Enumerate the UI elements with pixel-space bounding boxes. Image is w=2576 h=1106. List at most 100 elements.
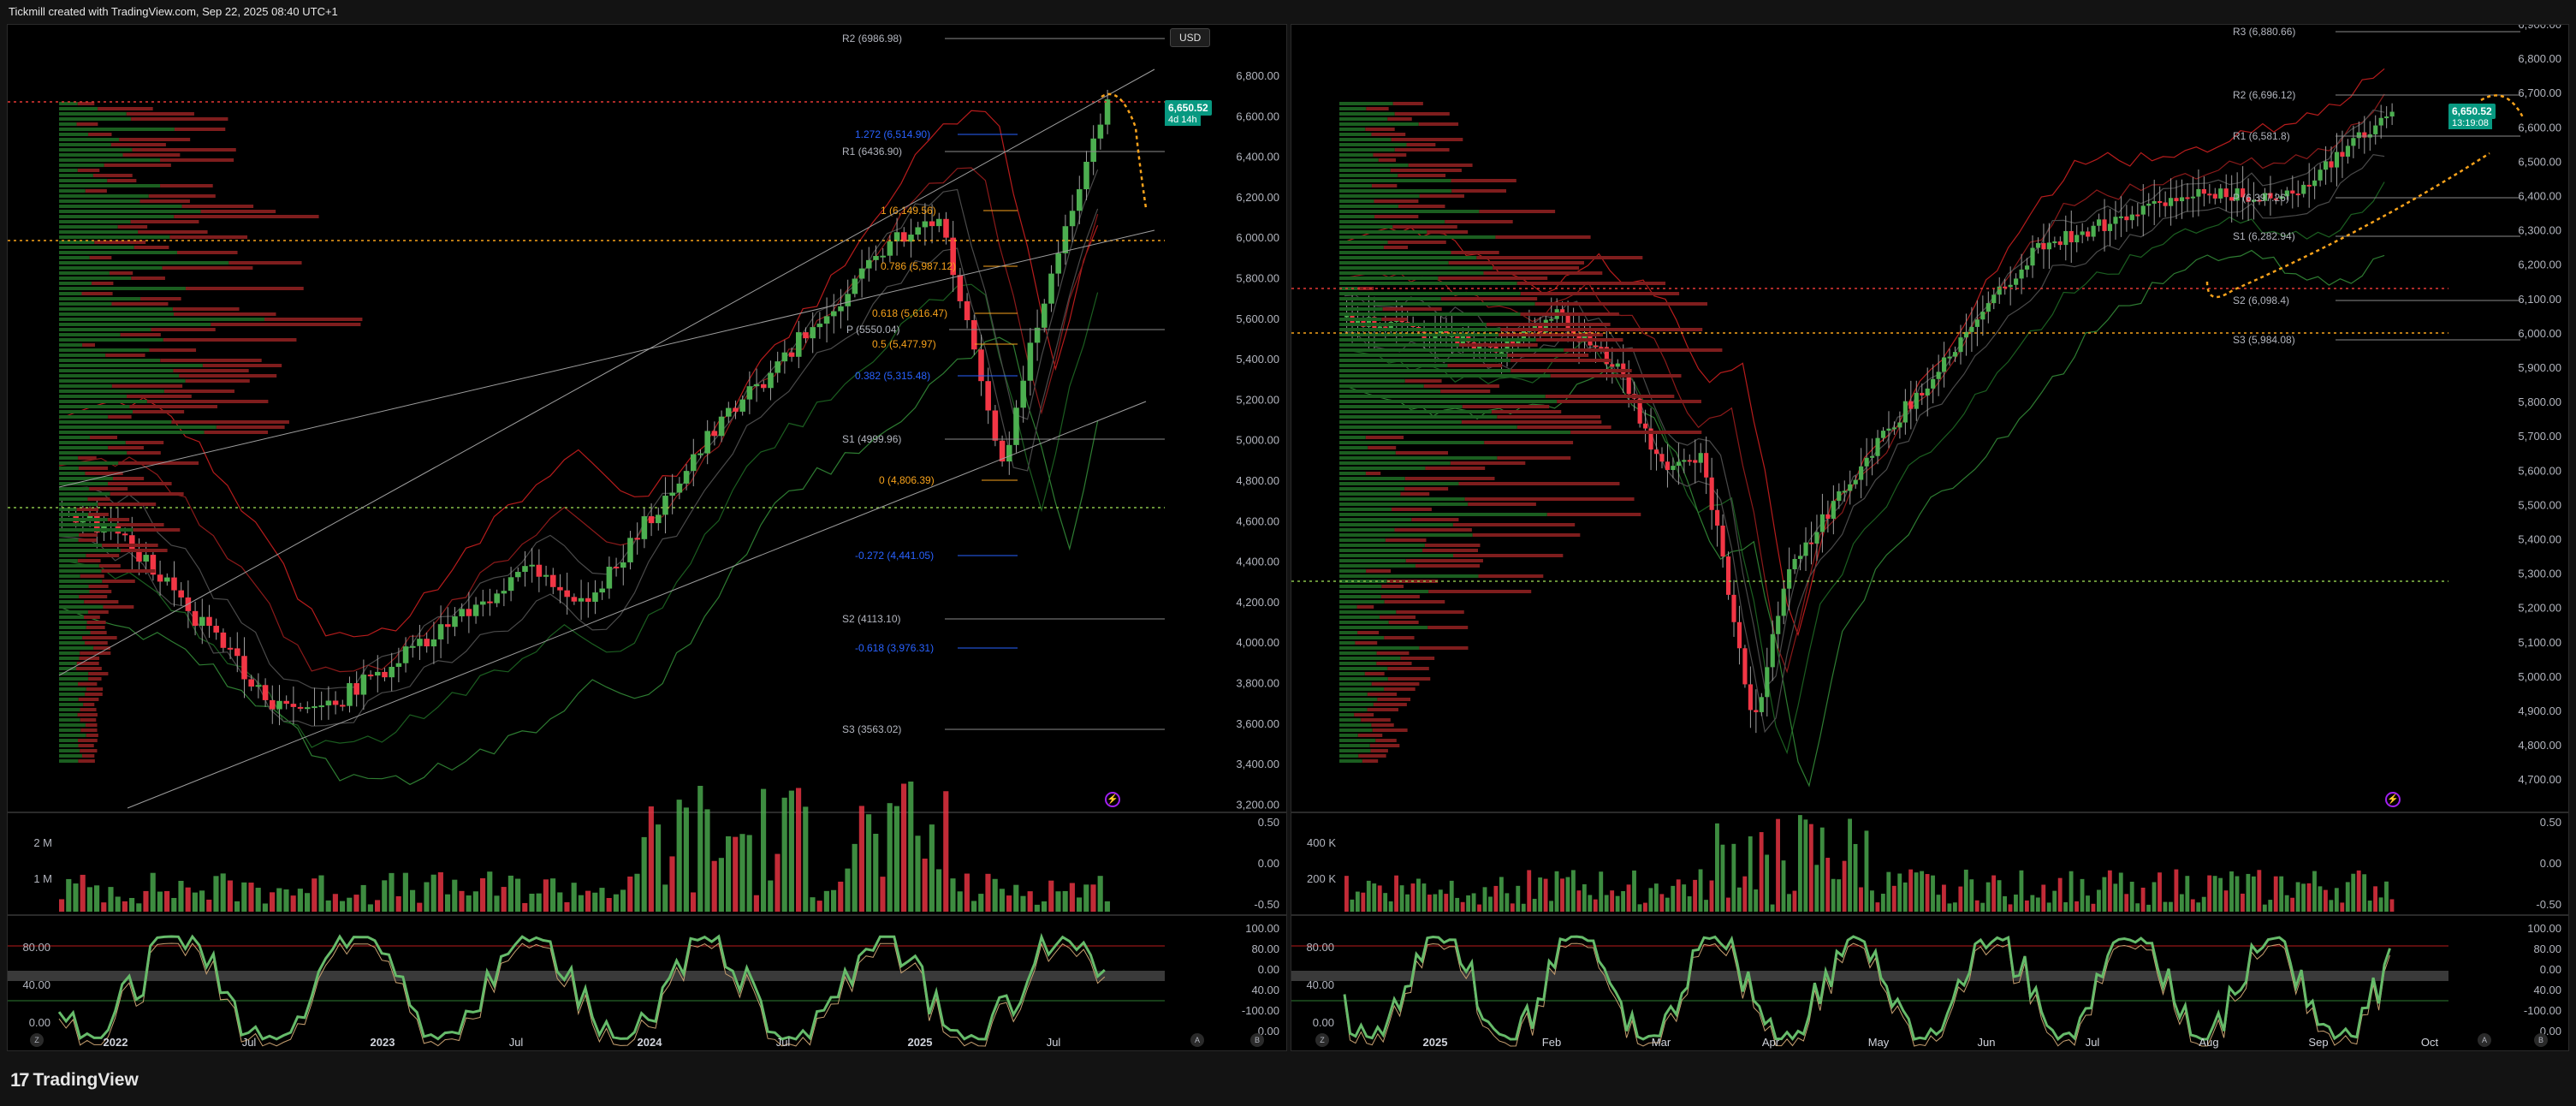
volume-profile-bar: [59, 708, 80, 711]
volume-bar: [2102, 877, 2107, 912]
currency-button[interactable]: USD: [1170, 28, 1211, 47]
volume-profile-bar: [59, 739, 79, 742]
left-chart-canvas[interactable]: 6,800.00 6,600.00 6,400.00 6,200.00 6,000.00…: [8, 25, 1287, 1051]
volume-profile-bar: [86, 554, 120, 557]
volume-bar: [1565, 877, 1570, 912]
candle-body: [262, 685, 269, 700]
right-chart-pane[interactable]: 6,900.00 6,800.00 6,700.00 6,600.00 6,500.00…: [1291, 24, 2569, 1051]
volume-profile-bar: [59, 256, 90, 259]
right-chart-canvas[interactable]: 6,900.00 6,800.00 6,700.00 6,600.00 6,500.00…: [1291, 25, 2569, 1051]
volume-profile-bar: [1339, 677, 1388, 681]
candle-body: [206, 616, 212, 627]
left-chart-pane[interactable]: 6,800.00 6,600.00 6,400.00 6,200.00 6,000.00…: [7, 24, 1287, 1051]
candle-body: [1048, 273, 1054, 304]
candle-body: [2389, 111, 2395, 117]
candle-body: [683, 471, 690, 484]
volume-profile-bar: [1557, 400, 1701, 403]
candle-body: [234, 648, 240, 657]
volume-bar: [1759, 832, 1764, 912]
volume-profile-bar: [108, 446, 144, 449]
candle-body: [347, 683, 353, 706]
envelope-band: [58, 167, 1099, 673]
volume-profile-bar: [82, 636, 117, 639]
volume-bar: [312, 878, 318, 912]
candle-body: [305, 707, 311, 710]
volume-profile-bar: [89, 256, 112, 259]
volume-bar: [641, 836, 647, 912]
volume-bar: [164, 890, 170, 912]
volume-profile-bar: [1339, 379, 1405, 383]
volume-profile-bar: [77, 102, 95, 105]
volume-profile-bar: [59, 312, 174, 316]
volume-profile-bar: [1497, 456, 1571, 460]
volume-bar: [122, 901, 128, 912]
candle-body: [529, 564, 535, 567]
candle-body: [227, 647, 234, 650]
corner-button-z[interactable]: Z: [1315, 1033, 1329, 1047]
corner-button-b[interactable]: B: [1250, 1033, 1264, 1047]
volume-bar: [1914, 872, 1919, 912]
candle-body: [676, 483, 683, 493]
candle-body: [2091, 225, 2096, 237]
volume-bar: [480, 877, 486, 912]
volume-bar: [1632, 870, 1636, 912]
corner-button-b[interactable]: B: [2534, 1033, 2548, 1047]
pivot-label: P (5550.04): [846, 324, 900, 336]
candle-body: [2257, 199, 2262, 202]
candle-body: [2334, 152, 2340, 168]
volume-profile-bar: [59, 405, 130, 408]
volume-profile-bar: [1422, 549, 1478, 552]
corner-button-a[interactable]: A: [2478, 1033, 2491, 1047]
volume-bar: [220, 873, 226, 912]
candle-body: [2041, 242, 2046, 250]
candle-body: [1698, 453, 1703, 463]
volume-bar: [816, 901, 822, 912]
volume-bar: [1825, 858, 1831, 912]
volume-bar: [2107, 870, 2112, 912]
volume-profile-bar: [59, 477, 113, 480]
volume-bar: [1731, 843, 1736, 912]
candle-body: [1754, 710, 1759, 712]
volume-profile-bar: [117, 225, 148, 229]
volume-bar: [2196, 902, 2201, 912]
candle-body: [1920, 392, 1925, 396]
volume-profile-bar: [1339, 256, 1477, 259]
volume-bar: [2057, 877, 2063, 912]
candle-body: [1870, 455, 1875, 458]
volume-bar: [199, 890, 205, 912]
volume-profile-bar: [85, 693, 103, 696]
volume-bar: [2158, 872, 2162, 912]
volume-profile-bar: [118, 461, 199, 465]
candle-body: [2057, 241, 2063, 246]
price-axis-label: 3,400.00: [1236, 758, 1279, 770]
volume-profile-bar: [1339, 513, 1547, 516]
volume-bar: [1482, 887, 1487, 912]
volume-profile-bar: [59, 194, 149, 198]
price-axis-label: 6,300.00: [2518, 224, 2561, 237]
candle-body: [852, 278, 858, 294]
lightning-icon[interactable]: ⚡: [1105, 792, 1120, 807]
volume-profile-bar: [139, 297, 181, 300]
corner-button-z[interactable]: Z: [30, 1033, 44, 1047]
corner-button-a[interactable]: A: [1190, 1033, 1204, 1047]
volume-profile-bar: [1520, 292, 1680, 295]
volume-profile-bar: [1396, 610, 1464, 614]
volume-profile-bar: [1339, 759, 1362, 763]
volume-bar: [936, 869, 942, 912]
volume-bar: [866, 814, 872, 912]
candle-body: [2096, 219, 2102, 226]
candle-body: [1593, 345, 1599, 348]
lightning-icon[interactable]: ⚡: [2385, 792, 2401, 807]
volume-profile-bar: [59, 487, 90, 491]
volume-profile-bar: [59, 615, 85, 619]
candle-body: [2223, 188, 2229, 198]
volume-bar: [1488, 896, 1493, 912]
volume-profile-bar: [1371, 723, 1394, 727]
candle-body: [1626, 373, 1631, 395]
volume-profile-bar: [163, 338, 297, 342]
volume-profile-bar: [59, 590, 90, 593]
volume-profile-bar: [1339, 384, 1424, 388]
volume-profile-bar: [1339, 467, 1426, 470]
volume-profile-bar: [1418, 122, 1459, 126]
volume-bar: [80, 874, 86, 912]
